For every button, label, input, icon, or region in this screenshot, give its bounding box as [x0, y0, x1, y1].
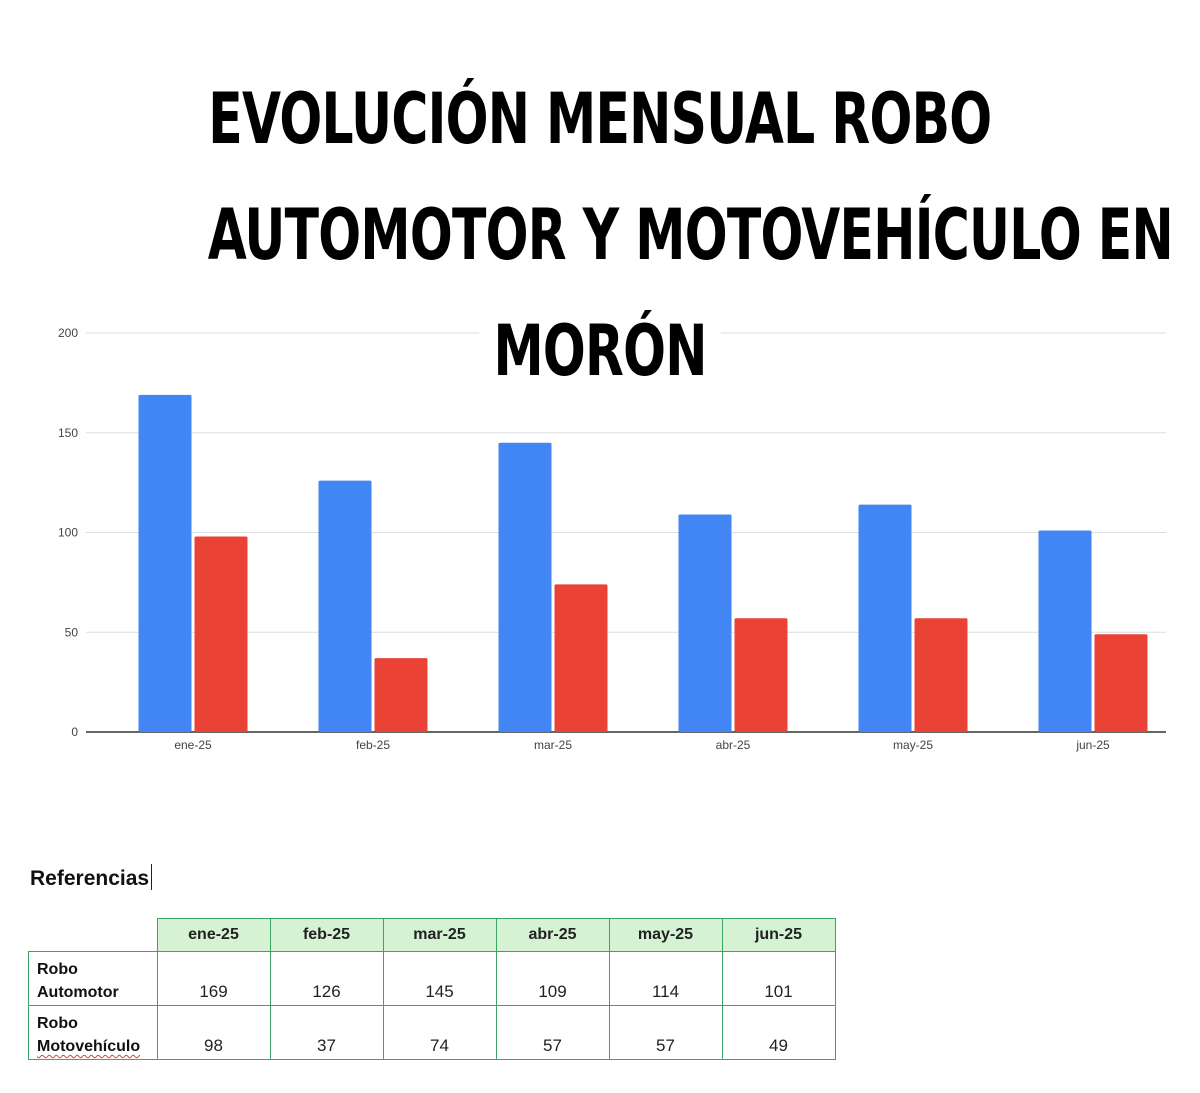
- x-tick-label: mar-25: [534, 738, 572, 752]
- title-line-3: MORÓN: [478, 314, 722, 388]
- table-cell: 126: [269, 951, 384, 1006]
- bar: [554, 584, 608, 732]
- y-tick-label: 50: [65, 625, 79, 639]
- row-label-line: Motovehículo: [37, 1038, 141, 1055]
- row-label-line: Robo: [37, 961, 78, 978]
- table-cell: 49: [721, 1005, 836, 1060]
- row-label-line: Automotor: [37, 984, 119, 1001]
- x-tick-label: feb-25: [356, 738, 390, 752]
- chart-title: EVOLUCIÓN MENSUAL ROBO AUTOMOTOR Y MOTOV…: [0, 82, 1200, 430]
- column-header: may-25: [608, 918, 723, 952]
- bar-chart: 0 50 100 150 200 ene-25 feb-25 mar-25 abr-25 may…: [58, 326, 1166, 752]
- title-line-1: EVOLUCIÓN MENSUAL ROBO: [194, 82, 1006, 156]
- bar: [914, 618, 968, 732]
- x-tick-label: abr-25: [716, 738, 751, 752]
- table-cell: 145: [382, 951, 497, 1006]
- bar: [138, 394, 192, 732]
- table-cell: 114: [608, 951, 723, 1006]
- column-header: mar-25: [382, 918, 497, 952]
- table-row: Robo Motovehículo 98 37 74 57 57 49: [28, 1005, 836, 1060]
- column-header: ene-25: [156, 918, 271, 952]
- text-cursor: [151, 864, 153, 890]
- row-header-automotor: Robo Automotor: [28, 951, 158, 1006]
- bar: [318, 480, 372, 732]
- bar: [374, 658, 428, 732]
- table-corner-cell: [29, 919, 158, 952]
- x-tick-label: ene-25: [174, 738, 212, 752]
- bar: [194, 536, 248, 732]
- table-cell: 74: [382, 1005, 497, 1060]
- column-header: feb-25: [269, 918, 384, 952]
- title-line-2: AUTOMOTOR Y MOTOVEHÍCULO EN: [193, 198, 1188, 272]
- table-cell: 101: [721, 951, 836, 1006]
- references-heading-text: Referencias: [30, 867, 150, 890]
- table-cell: 57: [495, 1005, 610, 1060]
- y-axis-ticks: 0 50 100 150 200: [58, 326, 78, 739]
- table-cell: 109: [495, 951, 610, 1006]
- bars: [138, 394, 1148, 732]
- table-cell: 169: [156, 951, 271, 1006]
- bar: [734, 618, 788, 732]
- bar: [678, 514, 732, 732]
- bar: [498, 442, 552, 732]
- x-axis-ticks: ene-25 feb-25 mar-25 abr-25 may-25 jun-25: [174, 738, 1110, 752]
- table-cell: 37: [269, 1005, 384, 1060]
- table-cell: 57: [608, 1005, 723, 1060]
- y-tick-label: 0: [71, 725, 78, 739]
- row-label-line: Robo: [37, 1015, 78, 1032]
- references-heading: Referencias: [30, 864, 153, 891]
- x-tick-label: jun-25: [1075, 738, 1110, 752]
- table-header-row: ene-25 feb-25 mar-25 abr-25 may-25 jun-2…: [29, 918, 836, 952]
- table-row: Robo Automotor 169 126 145 109 114 101: [28, 951, 836, 1006]
- row-header-motovehiculo: Robo Motovehículo: [28, 1005, 158, 1060]
- table-cell: 98: [156, 1005, 271, 1060]
- column-header: abr-25: [495, 918, 610, 952]
- bar: [858, 504, 912, 732]
- bar: [1038, 530, 1092, 732]
- references-table: ene-25 feb-25 mar-25 abr-25 may-25 jun-2…: [28, 918, 836, 1060]
- y-tick-label: 100: [58, 526, 78, 540]
- bar: [1094, 634, 1148, 732]
- x-tick-label: may-25: [893, 738, 933, 752]
- y-tick-label: 200: [58, 326, 78, 340]
- column-header: jun-25: [721, 918, 836, 952]
- y-tick-label: 150: [58, 426, 78, 440]
